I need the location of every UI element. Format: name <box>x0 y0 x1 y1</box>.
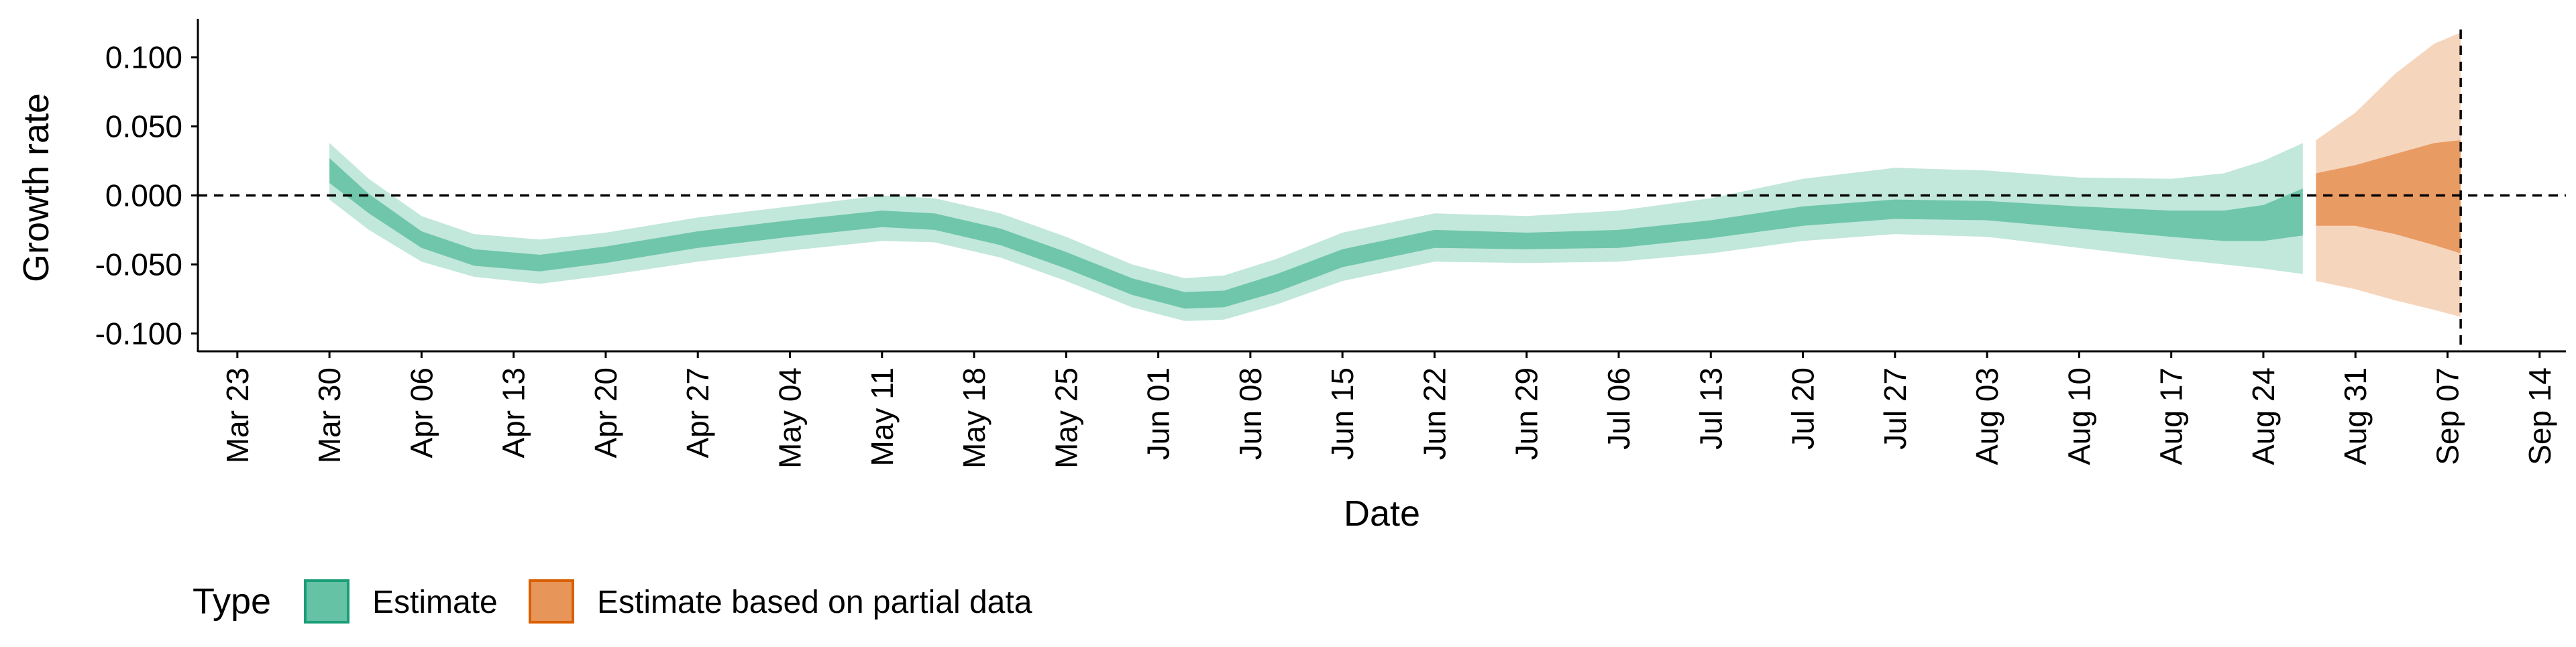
y-tick-label: 0.100 <box>105 40 182 75</box>
x-tick-label: Apr 13 <box>496 367 531 459</box>
x-tick-label: Jun 15 <box>1325 367 1360 460</box>
x-tick-label: Aug 17 <box>2154 367 2189 465</box>
x-tick-label: Apr 27 <box>680 367 715 459</box>
x-tick-label: Jul 06 <box>1601 367 1636 450</box>
y-tick-label: 0.000 <box>105 178 182 213</box>
x-tick-label: May 04 <box>773 367 808 469</box>
series-1 <box>329 143 2303 321</box>
x-tick-label: Aug 10 <box>2061 367 2096 465</box>
x-tick-label: Apr 06 <box>404 367 439 459</box>
legend-key-1 <box>304 579 350 624</box>
x-tick-label: Jun 08 <box>1233 367 1268 460</box>
x-tick-label: Jun 29 <box>1509 367 1544 460</box>
x-tick-label: Apr 20 <box>588 367 623 459</box>
reference-lines <box>198 30 2566 351</box>
x-tick-label: Sep 07 <box>2430 367 2465 465</box>
y-axis-title: Growth rate <box>16 93 56 282</box>
y-tick-label: -0.100 <box>95 316 182 351</box>
x-axis-title: Date <box>1344 493 1420 534</box>
x-tick-label: Mar 30 <box>312 367 347 463</box>
y-tick-label: 0.050 <box>105 109 182 144</box>
x-tick-label: Jul 20 <box>1786 367 1821 450</box>
x-tick-label: Aug 24 <box>2246 367 2281 465</box>
x-tick-label: May 11 <box>865 367 900 466</box>
y-tick-label: -0.050 <box>95 247 182 282</box>
legend-label-1: Estimate <box>372 585 498 620</box>
x-tick-label: Jun 01 <box>1141 367 1176 460</box>
bands-layer <box>329 32 2461 321</box>
x-tick-label: May 25 <box>1049 367 1083 469</box>
x-tick-label: May 18 <box>957 367 991 469</box>
x-tick-label: Aug 03 <box>1970 367 2004 465</box>
legend-label-2: Estimate based on partial data <box>597 585 1032 620</box>
x-tick-label: Jul 13 <box>1693 367 1728 450</box>
y-ticks: 0.100 0.050 0.000 -0.050 -0.100 <box>95 40 198 351</box>
legend-title: Type <box>193 581 271 622</box>
x-tick-label: Mar 23 <box>220 367 255 463</box>
legend-key-2 <box>529 579 574 624</box>
series-2-inner-band <box>2316 140 2461 253</box>
series-1-outer-band <box>329 143 2303 321</box>
x-tick-label: Sep 14 <box>2522 367 2557 465</box>
x-tick-label: Jul 27 <box>1878 367 1913 450</box>
x-ticks: Mar 23 Mar 30 Apr 06 Apr 13 Apr 20 Apr 27 May … <box>220 351 2557 469</box>
series-2 <box>2316 32 2461 317</box>
x-tick-label: Aug 31 <box>2338 367 2373 465</box>
series-1-inner-band <box>329 158 2303 309</box>
legend: Type Estimate Estimate based on partial d… <box>193 579 1032 624</box>
x-tick-label: Jun 22 <box>1417 367 1452 460</box>
